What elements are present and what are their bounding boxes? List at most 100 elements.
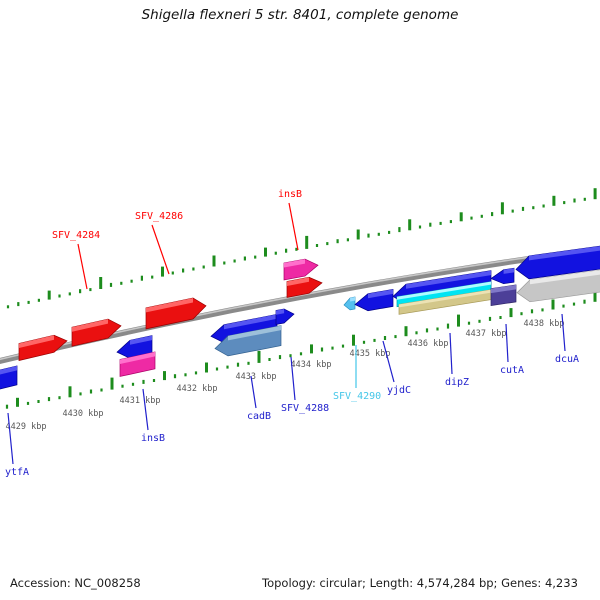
density-tick-upper	[511, 209, 514, 213]
density-tick-lower	[58, 396, 61, 400]
gene-label-SFV_4284[interactable]: SFV_4284	[52, 230, 100, 241]
density-tick-upper	[449, 220, 452, 224]
density-tick-lower	[257, 350, 261, 363]
density-tick-upper	[491, 212, 494, 217]
gene-label-SFV_4290[interactable]: SFV_4290	[333, 391, 381, 402]
density-tick-lower	[373, 338, 376, 342]
gene-label-SFV_4288[interactable]: SFV_4288	[281, 403, 329, 414]
density-tick-upper	[388, 230, 391, 234]
density-tick-lower	[520, 312, 523, 316]
density-tick-lower	[457, 314, 460, 327]
gene-label-yjdC[interactable]: yjdC	[387, 385, 411, 396]
density-tick-lower	[278, 355, 282, 360]
density-tick-upper	[295, 247, 298, 251]
density-tick-upper	[17, 302, 20, 307]
density-tick-upper	[542, 204, 545, 208]
density-tick-lower	[425, 328, 429, 333]
leader-line-SFV_4288	[290, 356, 296, 401]
gene-arrow-red-highlight	[287, 277, 309, 286]
density-tick-upper	[47, 290, 51, 300]
gene-arrow-dcuA-highlight	[530, 270, 600, 285]
density-tick-lower	[268, 358, 271, 361]
density-tick-upper	[500, 202, 504, 215]
page-title: Shigella flexneri 5 str. 8401, complete …	[141, 7, 459, 23]
density-tick-upper	[89, 288, 92, 292]
density-tick-lower	[478, 319, 481, 323]
density-tick-lower	[247, 361, 250, 365]
density-tick-lower	[352, 334, 355, 346]
ruler-label-4435: 4435 kbp	[350, 349, 391, 359]
gene-label-cadB[interactable]: cadB	[247, 411, 271, 422]
density-tick-lower	[173, 374, 177, 379]
density-tick-lower	[205, 362, 208, 373]
density-tick-lower	[152, 379, 156, 382]
gene-label-cutA[interactable]: cutA	[500, 365, 524, 376]
gene-label-ytfA[interactable]: ytfA	[5, 467, 29, 478]
density-tick-upper	[161, 266, 164, 277]
ruler-label-4431: 4431 kbp	[120, 396, 161, 406]
density-tick-upper	[243, 256, 246, 261]
leader-line-SFV_4286	[151, 224, 170, 275]
density-tick-upper	[439, 221, 442, 225]
density-tick-lower	[488, 316, 492, 321]
density-tick-lower	[383, 336, 387, 340]
gene-arrow-insB-highlight	[284, 259, 305, 268]
density-tick-upper	[418, 225, 422, 229]
gene-arrow-ytfA-highlight	[0, 365, 17, 375]
density-tick-upper	[336, 239, 339, 244]
density-tick-lower	[79, 392, 82, 396]
ruler-label-4436: 4436 kbp	[408, 339, 449, 349]
gene-arrow-cyanbar-highlight	[397, 281, 491, 300]
density-tick-upper	[408, 219, 412, 231]
density-tick-upper	[212, 255, 216, 267]
leader-line-dcuA	[561, 313, 566, 352]
density-tick-upper	[573, 198, 576, 203]
gene-arrow-blue-highlight	[503, 268, 514, 274]
density-tick-upper	[37, 298, 40, 302]
density-tick-lower	[47, 397, 51, 402]
leader-line-insB	[142, 388, 149, 431]
gene-label-insB[interactable]: insB	[278, 189, 302, 200]
density-tick-upper	[398, 227, 401, 233]
density-tick-lower	[26, 401, 30, 405]
density-tick-lower	[593, 290, 597, 302]
gene-arrow-red-highlight	[19, 335, 54, 348]
gene-arrow-tan-highlight	[399, 289, 492, 308]
density-tick-upper	[377, 232, 380, 236]
density-tick-upper	[140, 275, 143, 281]
leader-line-cutA	[505, 323, 509, 363]
gene-arrow-blue-highlight	[130, 335, 152, 345]
density-tick-upper	[356, 229, 360, 240]
gene-label-dcuA[interactable]: dcuA	[555, 354, 579, 365]
leader-line-ytfA	[7, 412, 14, 465]
gene-arrow-dipZ-highlight	[406, 270, 491, 289]
gene-arrow-SFV_4284-highlight	[72, 319, 108, 332]
gene-label-insB[interactable]: insB	[141, 433, 165, 444]
density-tick-lower	[110, 377, 114, 390]
accession-text: Accession: NC_008258	[10, 576, 141, 590]
gene-label-SFV_4286[interactable]: SFV_4286	[135, 211, 183, 222]
density-tick-lower	[341, 344, 345, 348]
ruler-label-4430: 4430 kbp	[63, 409, 104, 419]
density-tick-lower	[142, 379, 145, 384]
density-tick-lower	[215, 367, 219, 371]
density-tick-lower	[446, 323, 450, 329]
density-tick-lower	[184, 373, 187, 377]
density-tick-lower	[194, 371, 198, 375]
density-tick-lower	[100, 388, 103, 392]
density-tick-lower	[415, 331, 418, 335]
gene-arrow-blue-highlight	[529, 246, 600, 261]
density-tick-lower	[89, 389, 93, 394]
gene-label-dipZ[interactable]: dipZ	[445, 377, 469, 388]
leader-line-SFV_4284	[77, 243, 88, 290]
density-tick-upper	[130, 279, 133, 283]
density-tick-upper	[109, 282, 113, 287]
leader-line-yjdC	[382, 340, 395, 383]
density-tick-upper	[315, 244, 319, 247]
density-tick-lower	[37, 400, 40, 403]
density-tick-lower	[320, 347, 324, 352]
density-tick-upper	[552, 195, 556, 206]
ruler-label-4429: 4429 kbp	[6, 422, 47, 432]
density-tick-upper	[58, 294, 61, 298]
